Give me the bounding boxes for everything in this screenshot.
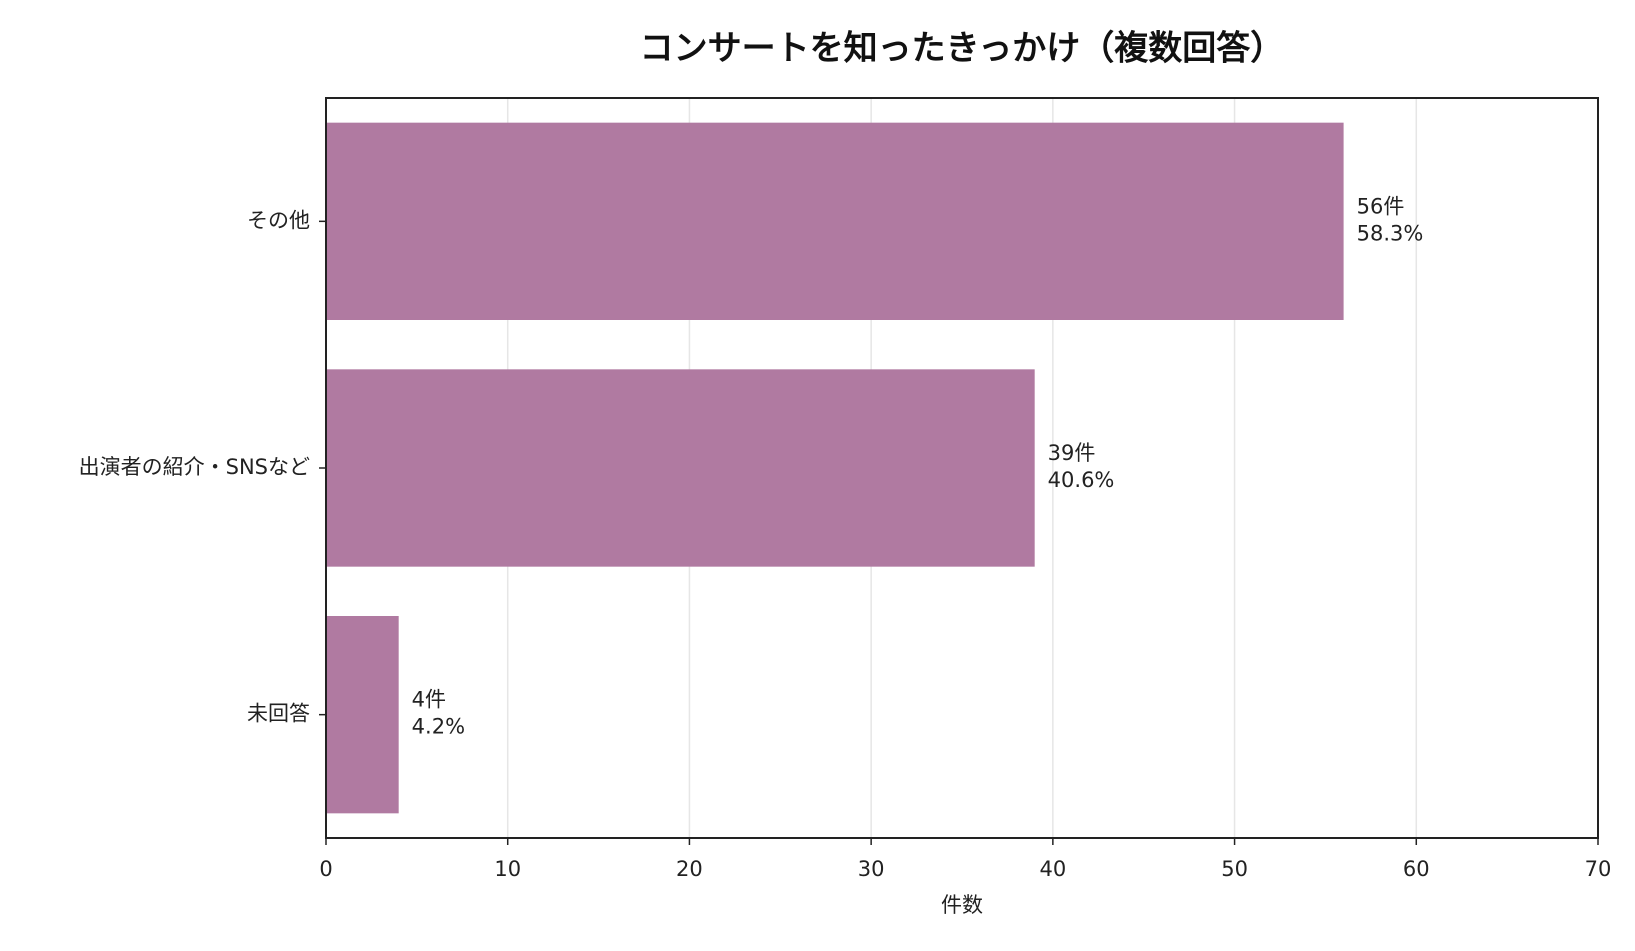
value-label: 56件 [1357,194,1405,218]
plot-frame [325,97,1599,839]
x-axis-label: 件数 [941,893,983,917]
x-tick-label: 50 [1221,857,1248,881]
x-tick-label: 70 [1585,857,1612,881]
y-tick-label: 出演者の紹介・SNSなど [79,455,310,479]
value-label: 39件 [1048,441,1096,465]
x-tick-label: 20 [676,857,703,881]
bar [326,369,1035,567]
bar [326,122,1344,321]
bar [326,616,399,814]
share-label: 58.3% [1357,221,1424,245]
share-label: 4.2% [412,715,465,739]
value-label: 4件 [412,688,446,712]
y-tick-label: 未回答 [247,702,310,726]
share-label: 40.6% [1048,468,1115,492]
y-tick-label: その他 [247,208,310,232]
chart-title: コンサートを知ったきっかけ（複数回答） [640,29,1285,69]
x-tick-label: 30 [858,857,885,881]
x-tick-label: 40 [1039,857,1066,881]
x-tick-label: 0 [319,857,332,881]
x-tick-label: 60 [1403,857,1430,881]
x-tick-label: 10 [494,857,521,881]
